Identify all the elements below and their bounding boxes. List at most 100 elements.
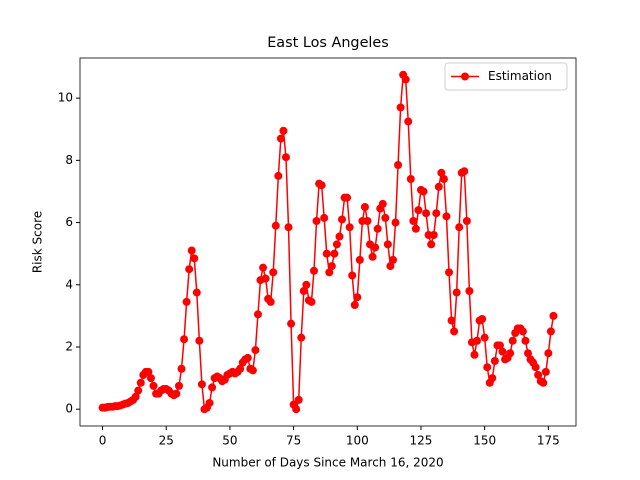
plot-frame xyxy=(79,57,577,427)
marker xyxy=(442,212,451,221)
marker xyxy=(284,223,293,232)
marker xyxy=(136,378,145,387)
marker xyxy=(320,213,329,222)
marker xyxy=(299,286,308,295)
marker xyxy=(544,349,553,358)
marker xyxy=(490,356,499,365)
legend-marker xyxy=(461,72,469,81)
marker xyxy=(332,240,341,249)
marker xyxy=(182,297,191,306)
marker xyxy=(343,193,352,202)
marker xyxy=(439,175,448,184)
marker xyxy=(149,381,158,390)
marker xyxy=(422,209,431,218)
marker xyxy=(541,367,550,376)
marker xyxy=(368,252,377,261)
marker xyxy=(253,310,262,319)
marker xyxy=(521,336,530,345)
marker xyxy=(266,297,275,306)
marker xyxy=(287,319,296,328)
x-tick-label: 100 xyxy=(346,434,369,448)
x-tick-label: 75 xyxy=(286,434,301,448)
marker xyxy=(508,336,517,345)
marker xyxy=(447,316,456,325)
marker xyxy=(236,364,245,373)
marker xyxy=(174,381,183,390)
marker xyxy=(383,240,392,249)
marker xyxy=(452,288,461,297)
marker xyxy=(327,262,336,271)
marker xyxy=(325,268,334,277)
marker xyxy=(274,171,283,180)
marker xyxy=(460,167,469,176)
marker xyxy=(434,182,443,191)
y-tick-label: 6 xyxy=(65,215,73,229)
marker xyxy=(523,349,532,358)
marker xyxy=(172,389,181,398)
marker xyxy=(539,378,548,387)
marker xyxy=(243,353,252,362)
marker xyxy=(495,341,504,350)
marker xyxy=(297,333,306,342)
marker xyxy=(546,327,555,336)
marker xyxy=(381,213,390,222)
marker xyxy=(518,327,527,336)
marker xyxy=(386,262,395,271)
x-tick-label: 25 xyxy=(159,434,174,448)
marker xyxy=(309,266,318,275)
marker xyxy=(271,221,280,230)
marker xyxy=(312,217,321,226)
marker xyxy=(208,383,217,392)
x-axis-label: Number of Days Since March 16, 2020 xyxy=(212,456,443,470)
y-tick-label: 4 xyxy=(65,277,73,291)
line xyxy=(102,72,555,412)
marker xyxy=(338,215,347,224)
marker xyxy=(276,134,285,143)
marker xyxy=(371,243,380,252)
marker xyxy=(251,346,260,355)
marker xyxy=(144,367,153,376)
marker xyxy=(363,217,372,226)
marker xyxy=(353,293,362,302)
marker xyxy=(401,75,410,84)
marker xyxy=(409,217,418,226)
marker xyxy=(190,254,199,263)
marker xyxy=(279,126,288,135)
marker xyxy=(396,103,405,112)
marker xyxy=(261,274,270,283)
x-tick-label: 150 xyxy=(473,434,496,448)
marker xyxy=(419,187,428,196)
marker xyxy=(534,370,543,379)
marker xyxy=(406,175,415,184)
marker xyxy=(373,224,382,233)
marker xyxy=(131,392,140,401)
marker xyxy=(355,255,364,264)
marker xyxy=(205,398,214,407)
marker xyxy=(427,240,436,249)
marker xyxy=(335,232,344,241)
x-tick-label: 0 xyxy=(99,434,107,448)
marker xyxy=(394,161,403,170)
marker xyxy=(322,249,331,258)
y-tick-label: 0 xyxy=(65,402,73,416)
marker xyxy=(414,206,423,215)
marker xyxy=(197,380,206,389)
marker xyxy=(292,405,301,414)
marker xyxy=(302,280,311,289)
marker xyxy=(330,249,339,258)
marker xyxy=(187,246,196,255)
marker xyxy=(360,203,369,212)
marker xyxy=(506,349,515,358)
marker xyxy=(450,327,459,336)
chart-title: East Los Angeles xyxy=(267,35,389,51)
marker xyxy=(437,168,446,177)
x-tick-label: 50 xyxy=(222,434,237,448)
y-tick-label: 8 xyxy=(65,153,73,167)
x-tick-label: 175 xyxy=(537,434,560,448)
marker xyxy=(483,363,492,372)
marker xyxy=(531,363,540,372)
marker xyxy=(269,268,278,277)
marker xyxy=(429,231,438,240)
marker xyxy=(455,223,464,232)
